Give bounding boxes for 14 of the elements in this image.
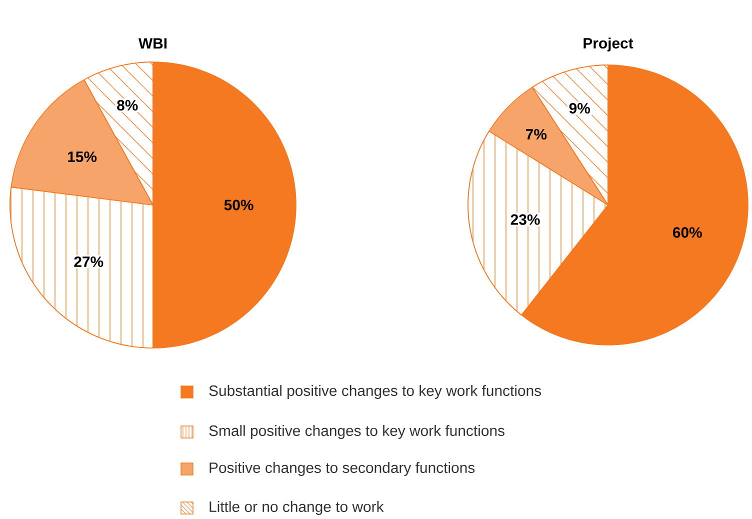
data-label: 27% [74,256,104,268]
legend-label: Positive changes to secondary functions [210,462,475,476]
data-label: 60% [672,227,702,238]
data-label: 15% [68,152,97,162]
data-label: 7% [526,129,547,140]
data-label: 23% [510,214,540,225]
legend-label: Small positive changes to key work functions [209,425,504,439]
legend-label: Substantial positive changes to key work functions [209,385,542,399]
chart-title: Project [584,38,634,52]
data-label: 9% [569,102,590,114]
data-label: 8% [117,100,138,111]
legend-label: Little or no change to work [210,501,384,515]
chart-title: WBI [138,38,167,49]
data-label: 50% [224,200,254,210]
